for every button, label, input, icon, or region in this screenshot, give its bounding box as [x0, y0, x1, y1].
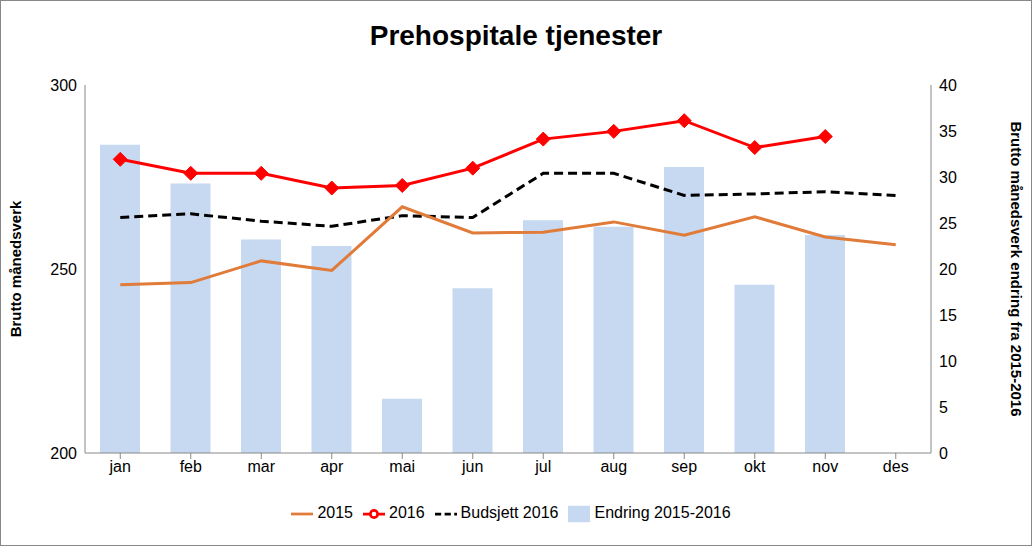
svg-text:250: 250: [50, 261, 77, 278]
svg-text:5: 5: [939, 399, 948, 416]
svg-text:mai: mai: [389, 458, 415, 475]
html-text:Budsjett 2016: Budsjett 2016: [460, 504, 559, 522]
svg-text:jul: jul: [534, 458, 551, 475]
svg-text:300: 300: [50, 77, 77, 94]
svg-text:Brutto månedsverk endring fra: Brutto månedsverk endring fra 2015-2016: [1008, 121, 1024, 416]
svg-text:jun: jun: [461, 458, 483, 475]
svg-text:okt: okt: [744, 458, 766, 475]
svg-text:nov: nov: [812, 458, 838, 475]
svg-text:25: 25: [939, 215, 957, 232]
html-text:2015: 2015: [317, 504, 353, 522]
svg-text:jan: jan: [109, 458, 131, 475]
svg-text:15: 15: [939, 307, 957, 324]
html-text:Prehospitale tjenester: Prehospitale tjenester: [369, 20, 663, 51]
svg-text:mar: mar: [247, 458, 275, 475]
svg-text:20: 20: [939, 261, 957, 278]
svg-text:feb: feb: [180, 458, 202, 475]
svg-text:30: 30: [939, 169, 957, 186]
svg-text:35: 35: [939, 123, 957, 140]
svg-text:10: 10: [939, 353, 957, 370]
html-text:Endring 2015-2016: Endring 2015-2016: [594, 504, 731, 522]
svg-text:200: 200: [50, 445, 77, 462]
html-text:2016: 2016: [389, 504, 425, 522]
svg-text:0: 0: [939, 445, 948, 462]
svg-text:des: des: [883, 458, 909, 475]
svg-text:apr: apr: [320, 458, 344, 475]
svg-text:Brutto månedsverk: Brutto månedsverk: [8, 200, 24, 337]
svg-text:aug: aug: [600, 458, 627, 475]
svg-text:40: 40: [939, 77, 957, 94]
svg-text:sep: sep: [671, 458, 697, 475]
